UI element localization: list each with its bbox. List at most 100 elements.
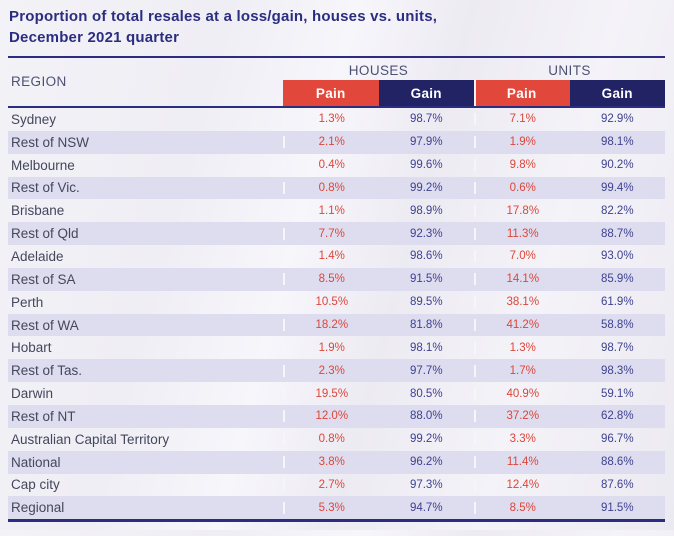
houses-pain-cell: 1.1% [283,204,379,217]
table-header: REGION HOUSES UNITS Pain Gain Pain Gain [8,58,665,106]
units-pain-cell: 7.0% [474,250,570,263]
houses-gain-cell: 99.2% [409,181,443,194]
table-row: Perth 10.5% 89.5% 38.1% 61.9% [8,291,665,314]
units-pain-cell: 1.9% [474,136,570,149]
houses-gain-cell: 89.5% [409,296,443,309]
table-row: Adelaide 1.4% 98.6% 7.0% 93.0% [8,245,665,268]
houses-gain-cell: 99.6% [409,159,443,172]
region-cell: Rest of SA [11,271,76,287]
houses-pain-cell: 0.8% [283,433,379,446]
units-gain-cell: 87.6% [600,478,634,491]
table-row: Hobart 1.9% 98.1% 1.3% 98.7% [8,336,665,359]
units-pain-header: Pain [474,80,570,106]
region-cell: Rest of WA [11,317,79,333]
units-pain-cell: 7.1% [474,113,570,126]
units-pain-cell: 11.4% [474,456,570,469]
units-pain-cell: 11.3% [474,227,570,240]
table-row: National 3.8% 96.2% 11.4% 88.6% [8,450,665,474]
units-pain-cell: 1.7% [474,364,570,377]
units-gain-cell: 92.9% [600,113,634,126]
houses-gain-cell: 98.1% [409,341,443,354]
table-row: Cap city 2.7% 97.3% 12.4% 87.6% [8,474,665,497]
table-row: Melbourne 0.4% 99.6% 9.8% 90.2% [8,154,665,177]
table-row: Rest of NSW 2.1% 97.9% 1.9% 98.1% [8,130,665,154]
region-cell: Rest of Tas. [11,363,83,379]
page-title: Proportion of total resales at a loss/ga… [9,6,662,48]
houses-pain-cell: 10.5% [283,296,379,309]
houses-gain-cell: 98.7% [409,113,443,126]
houses-gain-cell: 98.9% [409,204,443,217]
houses-gain-cell: 98.6% [409,250,443,263]
table-row: Australian Capital Territory 0.8% 99.2% … [8,428,665,451]
table-row: Rest of SA 8.5% 91.5% 14.1% 85.9% [8,267,665,291]
table-row: Rest of Qld 7.7% 92.3% 11.3% 88.7% [8,222,665,246]
units-gain-cell: 59.1% [600,387,634,400]
houses-gain-cell: 97.7% [409,364,443,377]
houses-pain-cell: 1.9% [283,341,379,354]
units-gain-cell: 93.0% [600,250,634,263]
houses-gain-cell: 94.7% [409,501,443,514]
region-cell: Regional [11,500,65,516]
houses-pain-cell: 3.8% [283,456,379,469]
houses-gain-cell: 88.0% [409,410,443,423]
units-pain-cell: 1.3% [474,341,570,354]
units-pain-cell: 40.9% [474,387,570,400]
region-cell: Brisbane [11,203,65,219]
region-cell: Darwin [11,386,54,402]
units-pain-cell: 37.2% [474,410,570,423]
units-gain-cell: 98.3% [600,364,634,377]
table-body: Sydney 1.3% 98.7% 7.1% 92.9% Rest of NSW… [8,108,665,520]
units-pain-cell: 8.5% [474,501,570,514]
units-gain-cell: 98.7% [600,341,634,354]
units-pain-cell: 41.2% [474,319,570,332]
houses-pain-cell: 8.5% [283,273,379,286]
units-gain-cell: 62.8% [600,410,634,423]
units-pain-cell: 0.6% [474,181,570,194]
houses-pain-cell: 0.4% [283,159,379,172]
table-row: Rest of Vic. 0.8% 99.2% 0.6% 99.4% [8,176,665,200]
region-cell: Rest of NT [11,408,76,424]
region-cell: Rest of NSW [11,134,90,150]
houses-pain-cell: 1.3% [283,113,379,126]
houses-pain-cell: 18.2% [283,319,379,332]
houses-pain-cell: 7.7% [283,227,379,240]
houses-pain-cell: 2.3% [283,364,379,377]
houses-pain-cell: 19.5% [283,387,379,400]
region-cell: National [11,454,61,470]
region-cell: Adelaide [11,248,64,264]
units-gain-cell: 96.7% [600,433,634,446]
houses-gain-cell: 92.3% [409,227,443,240]
houses-gain-cell: 97.3% [409,478,443,491]
units-gain-header: Gain [569,80,665,106]
table-row: Brisbane 1.1% 98.9% 17.8% 82.2% [8,199,665,222]
houses-gain-cell: 80.5% [409,387,443,400]
table-row: Regional 5.3% 94.7% 8.5% 91.5% [8,496,665,520]
units-pain-cell: 14.1% [474,273,570,286]
units-gain-cell: 58.8% [600,319,634,332]
resales-table: REGION HOUSES UNITS Pain Gain Pain Gain … [8,56,665,523]
houses-gain-cell: 96.2% [409,456,443,469]
group-header-row: HOUSES UNITS [8,58,665,78]
units-gain-cell: 88.7% [600,227,634,240]
units-pain-cell: 38.1% [474,296,570,309]
report-page: Proportion of total resales at a loss/ga… [0,6,674,536]
bottom-rule [8,519,665,523]
table-row: Rest of NT 12.0% 88.0% 37.2% 62.8% [8,404,665,428]
units-gain-cell: 98.1% [600,136,634,149]
houses-pain-cell: 5.3% [283,501,379,514]
houses-pain-cell: 0.8% [283,181,379,194]
houses-gain-header: Gain [378,80,474,106]
region-cell: Australian Capital Territory [11,431,170,447]
units-gain-cell: 99.4% [600,181,634,194]
houses-gain-cell: 99.2% [409,433,443,446]
region-cell: Sydney [11,111,57,127]
region-column-header: REGION [11,74,67,89]
table-row: Darwin 19.5% 80.5% 40.9% 59.1% [8,382,665,405]
houses-gain-cell: 81.8% [409,319,443,332]
region-cell: Perth [11,294,44,310]
region-cell: Melbourne [11,157,75,173]
table-row: Sydney 1.3% 98.7% 7.1% 92.9% [8,108,665,131]
units-gain-cell: 91.5% [600,501,634,514]
region-cell: Cap city [11,477,60,493]
units-pain-cell: 3.3% [474,433,570,446]
